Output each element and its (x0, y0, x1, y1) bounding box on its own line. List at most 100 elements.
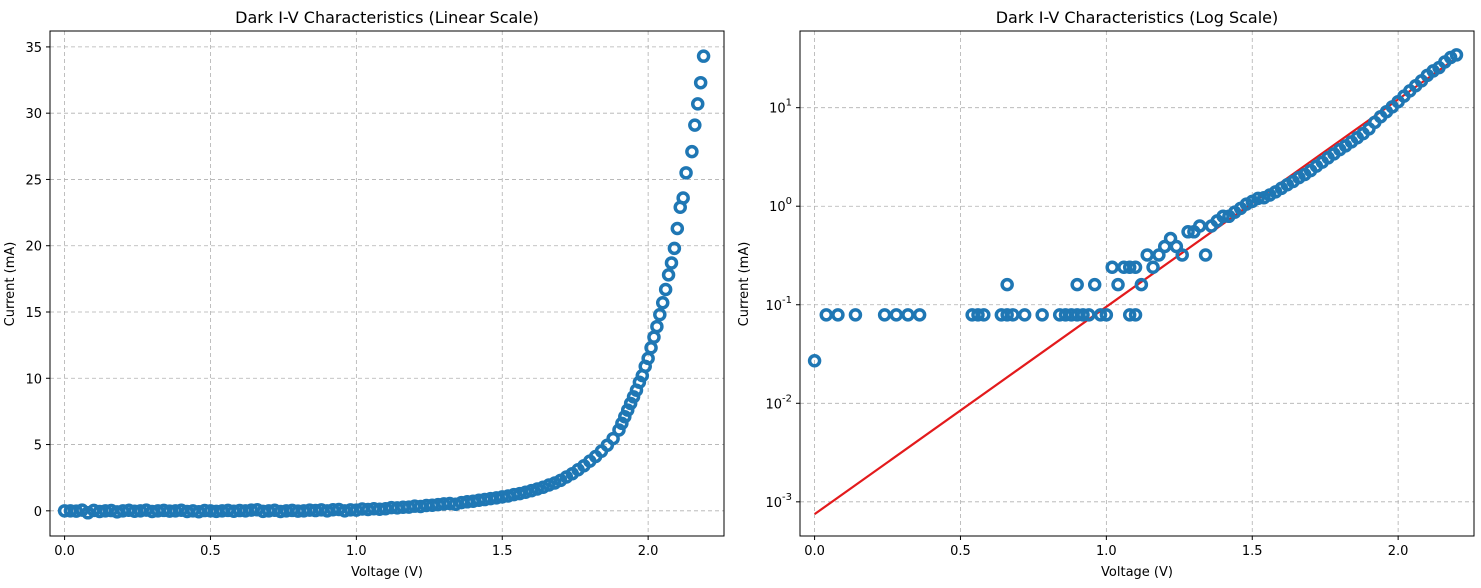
log-data-point (977, 308, 991, 322)
log-data-point (1449, 48, 1464, 62)
log-data-point (901, 308, 915, 322)
linear-data-point (658, 282, 673, 297)
linear-data-point (256, 504, 270, 519)
linear-data-point (632, 375, 647, 389)
log-data-point (1181, 225, 1195, 239)
log-x-tick-label: 0.5 (950, 544, 971, 559)
log-x-tick-label: 1.5 (1242, 544, 1263, 559)
linear-data-point (495, 490, 510, 504)
log-data-point (1169, 239, 1184, 254)
log-data-point (1111, 277, 1125, 292)
linear-data-point (501, 489, 515, 503)
log-data-point (1122, 308, 1137, 322)
log-y-tick-label: 10-1 (765, 295, 792, 314)
linear-x-tick-label: 1.5 (492, 544, 513, 559)
log-data-point (1198, 248, 1213, 262)
linear-data-point (396, 500, 410, 514)
log-x-tick-label: 0.0 (804, 544, 825, 559)
linear-data-point (620, 403, 635, 417)
linear-data-point (667, 241, 682, 256)
linear-data-points (57, 49, 711, 520)
log-data-points (807, 48, 1464, 368)
linear-x-tick-label: 0.5 (200, 544, 221, 559)
log-y-tick-label: 101 (769, 98, 792, 117)
log-x-tick-label: 2.0 (1388, 544, 1409, 559)
log-y-tick-label: 100 (769, 196, 792, 215)
log-data-point (877, 308, 892, 322)
linear-data-point (518, 485, 533, 500)
linear-data-point (466, 494, 480, 509)
linear-y-ticks: 0 5 10 15 20 25 30 35 (25, 41, 50, 520)
log-y-tick-label: 10-3 (765, 492, 792, 511)
log-data-point (1134, 277, 1149, 292)
log-data-point (1000, 277, 1014, 292)
log-data-point (1146, 260, 1160, 275)
linear-data-point (685, 144, 699, 159)
linear-data-point (460, 495, 474, 509)
log-x-ticks: 0.0 0.5 1.0 1.5 2.0 (804, 536, 1408, 559)
linear-data-point (688, 118, 702, 132)
linear-data-point (661, 268, 676, 282)
log-y-axis-label: Current (mA) (737, 242, 752, 327)
linear-data-point (679, 166, 693, 180)
linear-data-point (626, 390, 641, 404)
log-data-point (1099, 308, 1114, 322)
linear-data-point (650, 319, 664, 334)
log-data-point (807, 354, 822, 368)
linear-y-tick-label: 15 (25, 306, 42, 321)
log-plot-frame (799, 30, 1475, 537)
linear-data-point (273, 504, 288, 519)
linear-x-axis-label: Voltage (V) (351, 565, 423, 580)
linear-y-tick-label: 30 (25, 107, 42, 122)
log-data-point (1000, 308, 1014, 322)
log-data-point (1251, 191, 1265, 206)
linear-data-point (238, 504, 253, 518)
log-data-point (1087, 277, 1102, 292)
linear-x-tick-label: 2.0 (638, 544, 659, 559)
linear-data-point (472, 493, 486, 507)
log-data-point (912, 308, 927, 322)
linear-data-point (448, 497, 463, 511)
log-x-tick-label: 1.0 (1096, 544, 1117, 559)
linear-y-tick-label: 10 (25, 372, 42, 387)
linear-data-point (618, 409, 632, 424)
linear-data-point (696, 49, 711, 63)
linear-data-point (513, 486, 527, 501)
log-data-point (1017, 308, 1032, 322)
linear-data-point (320, 504, 334, 518)
linear-data-point (372, 502, 387, 516)
log-panel: Dark I-V Characteristics (Log Scale) 0.0… (737, 8, 1475, 580)
linear-data-point (612, 423, 626, 437)
linear-data-point (431, 497, 445, 512)
linear-y-tick-label: 35 (25, 41, 42, 56)
linear-data-point (647, 330, 661, 344)
linear-plot-frame (49, 30, 725, 537)
linear-data-point (644, 341, 658, 355)
linear-data-point (454, 495, 469, 510)
linear-x-ticks: 0.0 0.5 1.0 1.5 2.0 (54, 536, 658, 559)
log-data-point (889, 308, 904, 322)
log-data-point (1093, 308, 1108, 322)
linear-data-point (110, 505, 124, 519)
log-grid (800, 31, 1474, 536)
log-y-ticks: 10-3 10-2 10-1 100 101 (765, 98, 800, 511)
linear-data-point (615, 416, 629, 431)
linear-data-point (489, 491, 504, 505)
log-data-point (1128, 260, 1143, 275)
log-data-point (1140, 248, 1154, 262)
log-data-point (1035, 308, 1049, 322)
linear-data-point (693, 75, 708, 90)
log-data-point (1152, 248, 1166, 262)
linear-x-tick-label: 0.0 (54, 544, 75, 559)
log-data-point (1192, 219, 1207, 233)
log-data-point (819, 308, 834, 322)
linear-panel: Dark I-V Characteristics (Linear Scale) … (3, 8, 725, 580)
linear-data-point (326, 503, 340, 517)
log-data-point (1128, 308, 1143, 322)
log-data-point (1175, 248, 1189, 262)
log-data-point (1076, 308, 1090, 322)
log-data-point (1216, 209, 1230, 224)
linear-x-tick-label: 1.0 (346, 544, 367, 559)
log-data-point (971, 308, 985, 322)
